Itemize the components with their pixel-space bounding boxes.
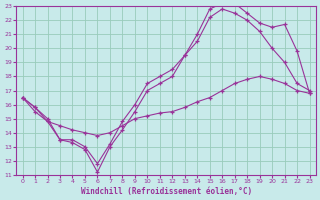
X-axis label: Windchill (Refroidissement éolien,°C): Windchill (Refroidissement éolien,°C) [81, 187, 252, 196]
